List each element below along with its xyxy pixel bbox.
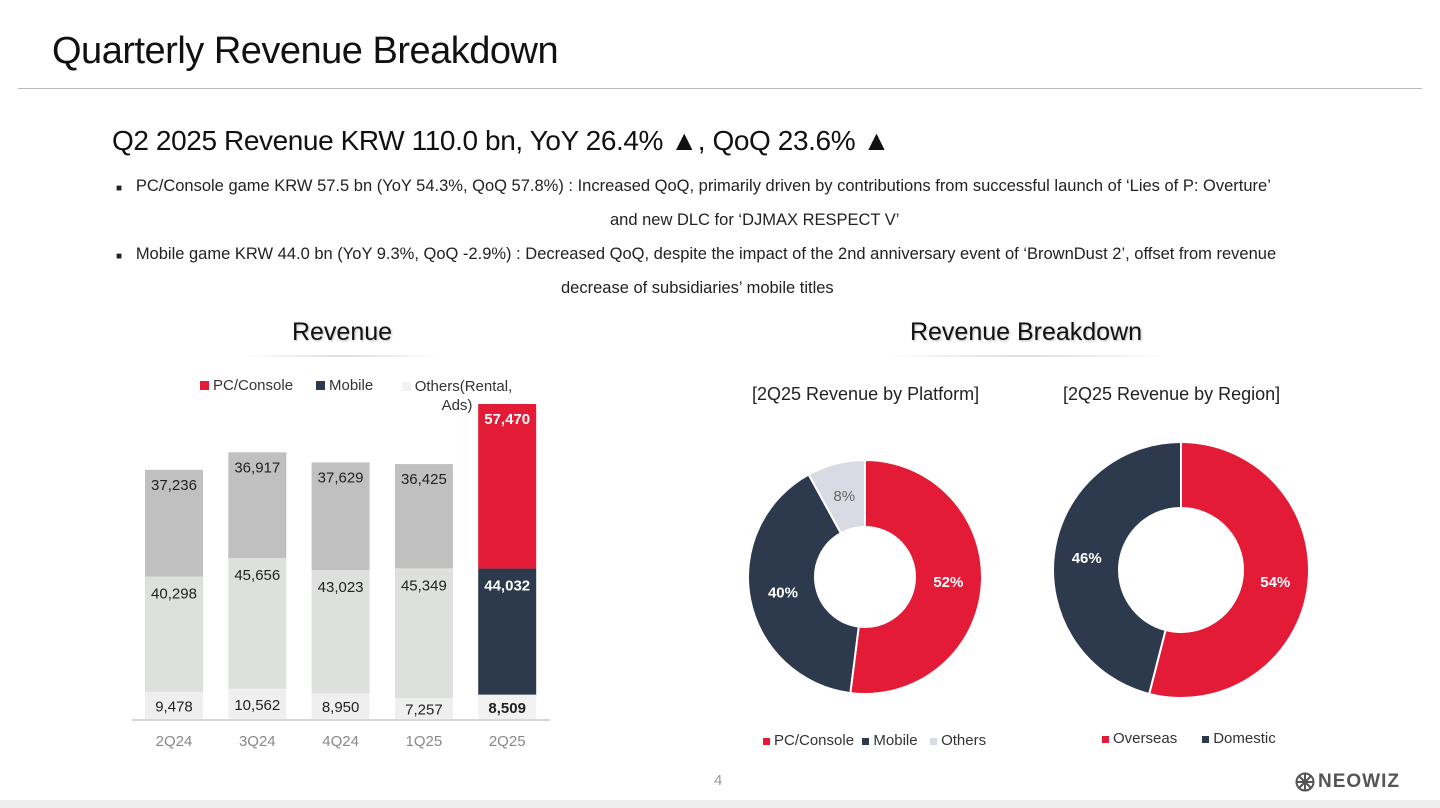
bar-pc-console-2Q25 [478,404,537,569]
headline: Q2 2025 Revenue KRW 110.0 bn, YoY 26.4% … [112,125,890,156]
x-tick-label: 2Q25 [489,733,526,750]
bar-pc-console-2Q24 [145,469,203,577]
title-divider [18,88,1422,89]
bar-others-2Q25 [478,694,537,719]
bar-value-label: 7,257 [405,702,443,719]
page-title: Quarterly Revenue Breakdown [52,30,559,72]
bar-value-label: 45,656 [234,567,280,584]
page-number: 4 [714,772,723,789]
platform-donut-title: [2Q25 Revenue by Platform] [752,384,980,404]
legend-swatch [316,381,325,390]
legend-region: Overseas Domestic [1102,730,1276,747]
bar-value-label: 40,298 [151,585,197,602]
bar-value-label: 43,023 [318,579,364,596]
logo-icon [1295,772,1315,792]
legend-pc-console: PC/Console [200,377,293,394]
heading-underline [885,355,1168,357]
legend-label: Mobile [329,377,374,394]
bullet-1: ■ PC/Console game KRW 57.5 bn (YoY 54.3%… [116,177,1271,196]
bar-others-4Q24 [311,693,370,719]
bar-value-label: 37,629 [318,469,364,486]
bar-pc-console-3Q24 [228,452,287,559]
donut-slice-mobile [747,473,860,695]
bar-others-3Q24 [228,688,287,719]
legend-others: Others(Rental, Ads) [397,377,517,415]
bullet-2-cont: decrease of subsidiaries’ mobile titles [561,279,834,297]
bullet-1-text: PC/Console game KRW 57.5 bn (YoY 54.3%, … [135,177,1271,195]
donut-slice-others [807,458,866,535]
legend-swatch [1102,736,1109,743]
legend-label: Mobile [873,732,918,749]
legend-label: Others [941,732,987,749]
donut-slice-domestic [1052,440,1182,696]
revenue-bar-chart: 9,478 40,298 37,236 2Q24 10,562 45,656 36,917 3… [132,404,550,750]
bar-others-2Q24 [145,691,203,719]
revenue-heading: Revenue [291,318,393,346]
bullet-2-text: Mobile game KRW 44.0 bn (YoY 9.3%, QoQ -… [135,245,1277,263]
bar-mobile-2Q24 [145,576,203,692]
bar-value-label: 36,917 [234,459,280,476]
donut-value-label: 52% [933,574,963,591]
legend-swatch [401,382,411,391]
bullet-2: ■ Mobile game KRW 44.0 bn (YoY 9.3%, QoQ… [116,245,1276,264]
bullet-icon: ■ [116,251,123,262]
region-donut-title: [2Q25 Revenue by Region] [1063,384,1281,404]
legend-label: Overseas [1113,730,1178,747]
bar-value-label: 44,032 [484,578,530,595]
bar-mobile-2Q25 [478,568,537,695]
bullet-1-cont: and new DLC for ‘DJMAX RESPECT V’ [610,211,900,229]
logo-text: NEOWIZ [1318,771,1400,792]
donut-slice-overseas [1147,440,1310,699]
bar-value-label: 9,478 [155,698,193,715]
legend-swatch [763,738,770,745]
x-tick-label: 1Q25 [406,733,443,750]
donut-value-label: 46% [1072,550,1102,567]
heading-underline [245,355,440,357]
bullet-icon: ■ [116,183,123,194]
bar-pc-console-4Q24 [311,462,370,571]
bar-value-label: 8,509 [488,700,526,717]
bar-value-label: 8,950 [322,699,360,716]
bar-others-1Q25 [394,698,453,719]
bar-value-label: 57,470 [484,411,530,428]
bar-value-label: 45,349 [401,577,447,594]
legend-swatch [862,738,870,745]
revenue-donut-charts: 52% 40% 8% 54% 46% [747,440,1310,699]
breakdown-heading: Revenue Breakdown [909,318,1143,346]
neowiz-logo: NEOWIZ [1295,771,1400,793]
bar-value-label: 36,425 [401,471,447,488]
bar-mobile-3Q24 [228,558,287,689]
donut-value-label: 8% [833,488,855,505]
bar-value-label: 37,236 [151,477,197,494]
bar-value-label: 10,562 [234,697,280,714]
footer-band [0,800,1440,808]
x-tick-label: 4Q24 [322,733,359,750]
x-tick-label: 2Q24 [156,733,193,750]
bar-mobile-1Q25 [394,568,453,699]
donut-slice-pc-console [849,458,983,695]
legend-swatch [1202,736,1210,743]
legend-label: Others(Rental, Ads) [414,378,513,414]
legend-label: PC/Console [213,377,294,394]
bar-mobile-4Q24 [311,570,370,694]
legend-platform: PC/Console Mobile Others [763,732,986,749]
legend-swatch [930,738,938,745]
x-tick-label: 3Q24 [239,733,276,750]
bar-pc-console-1Q25 [394,464,453,569]
donut-value-label: 40% [768,585,798,602]
legend-label: PC/Console [774,732,855,749]
legend-mobile: Mobile [316,377,373,394]
legend-label: Domestic [1213,730,1276,747]
legend-swatch [200,381,209,390]
donut-value-label: 54% [1260,574,1290,591]
